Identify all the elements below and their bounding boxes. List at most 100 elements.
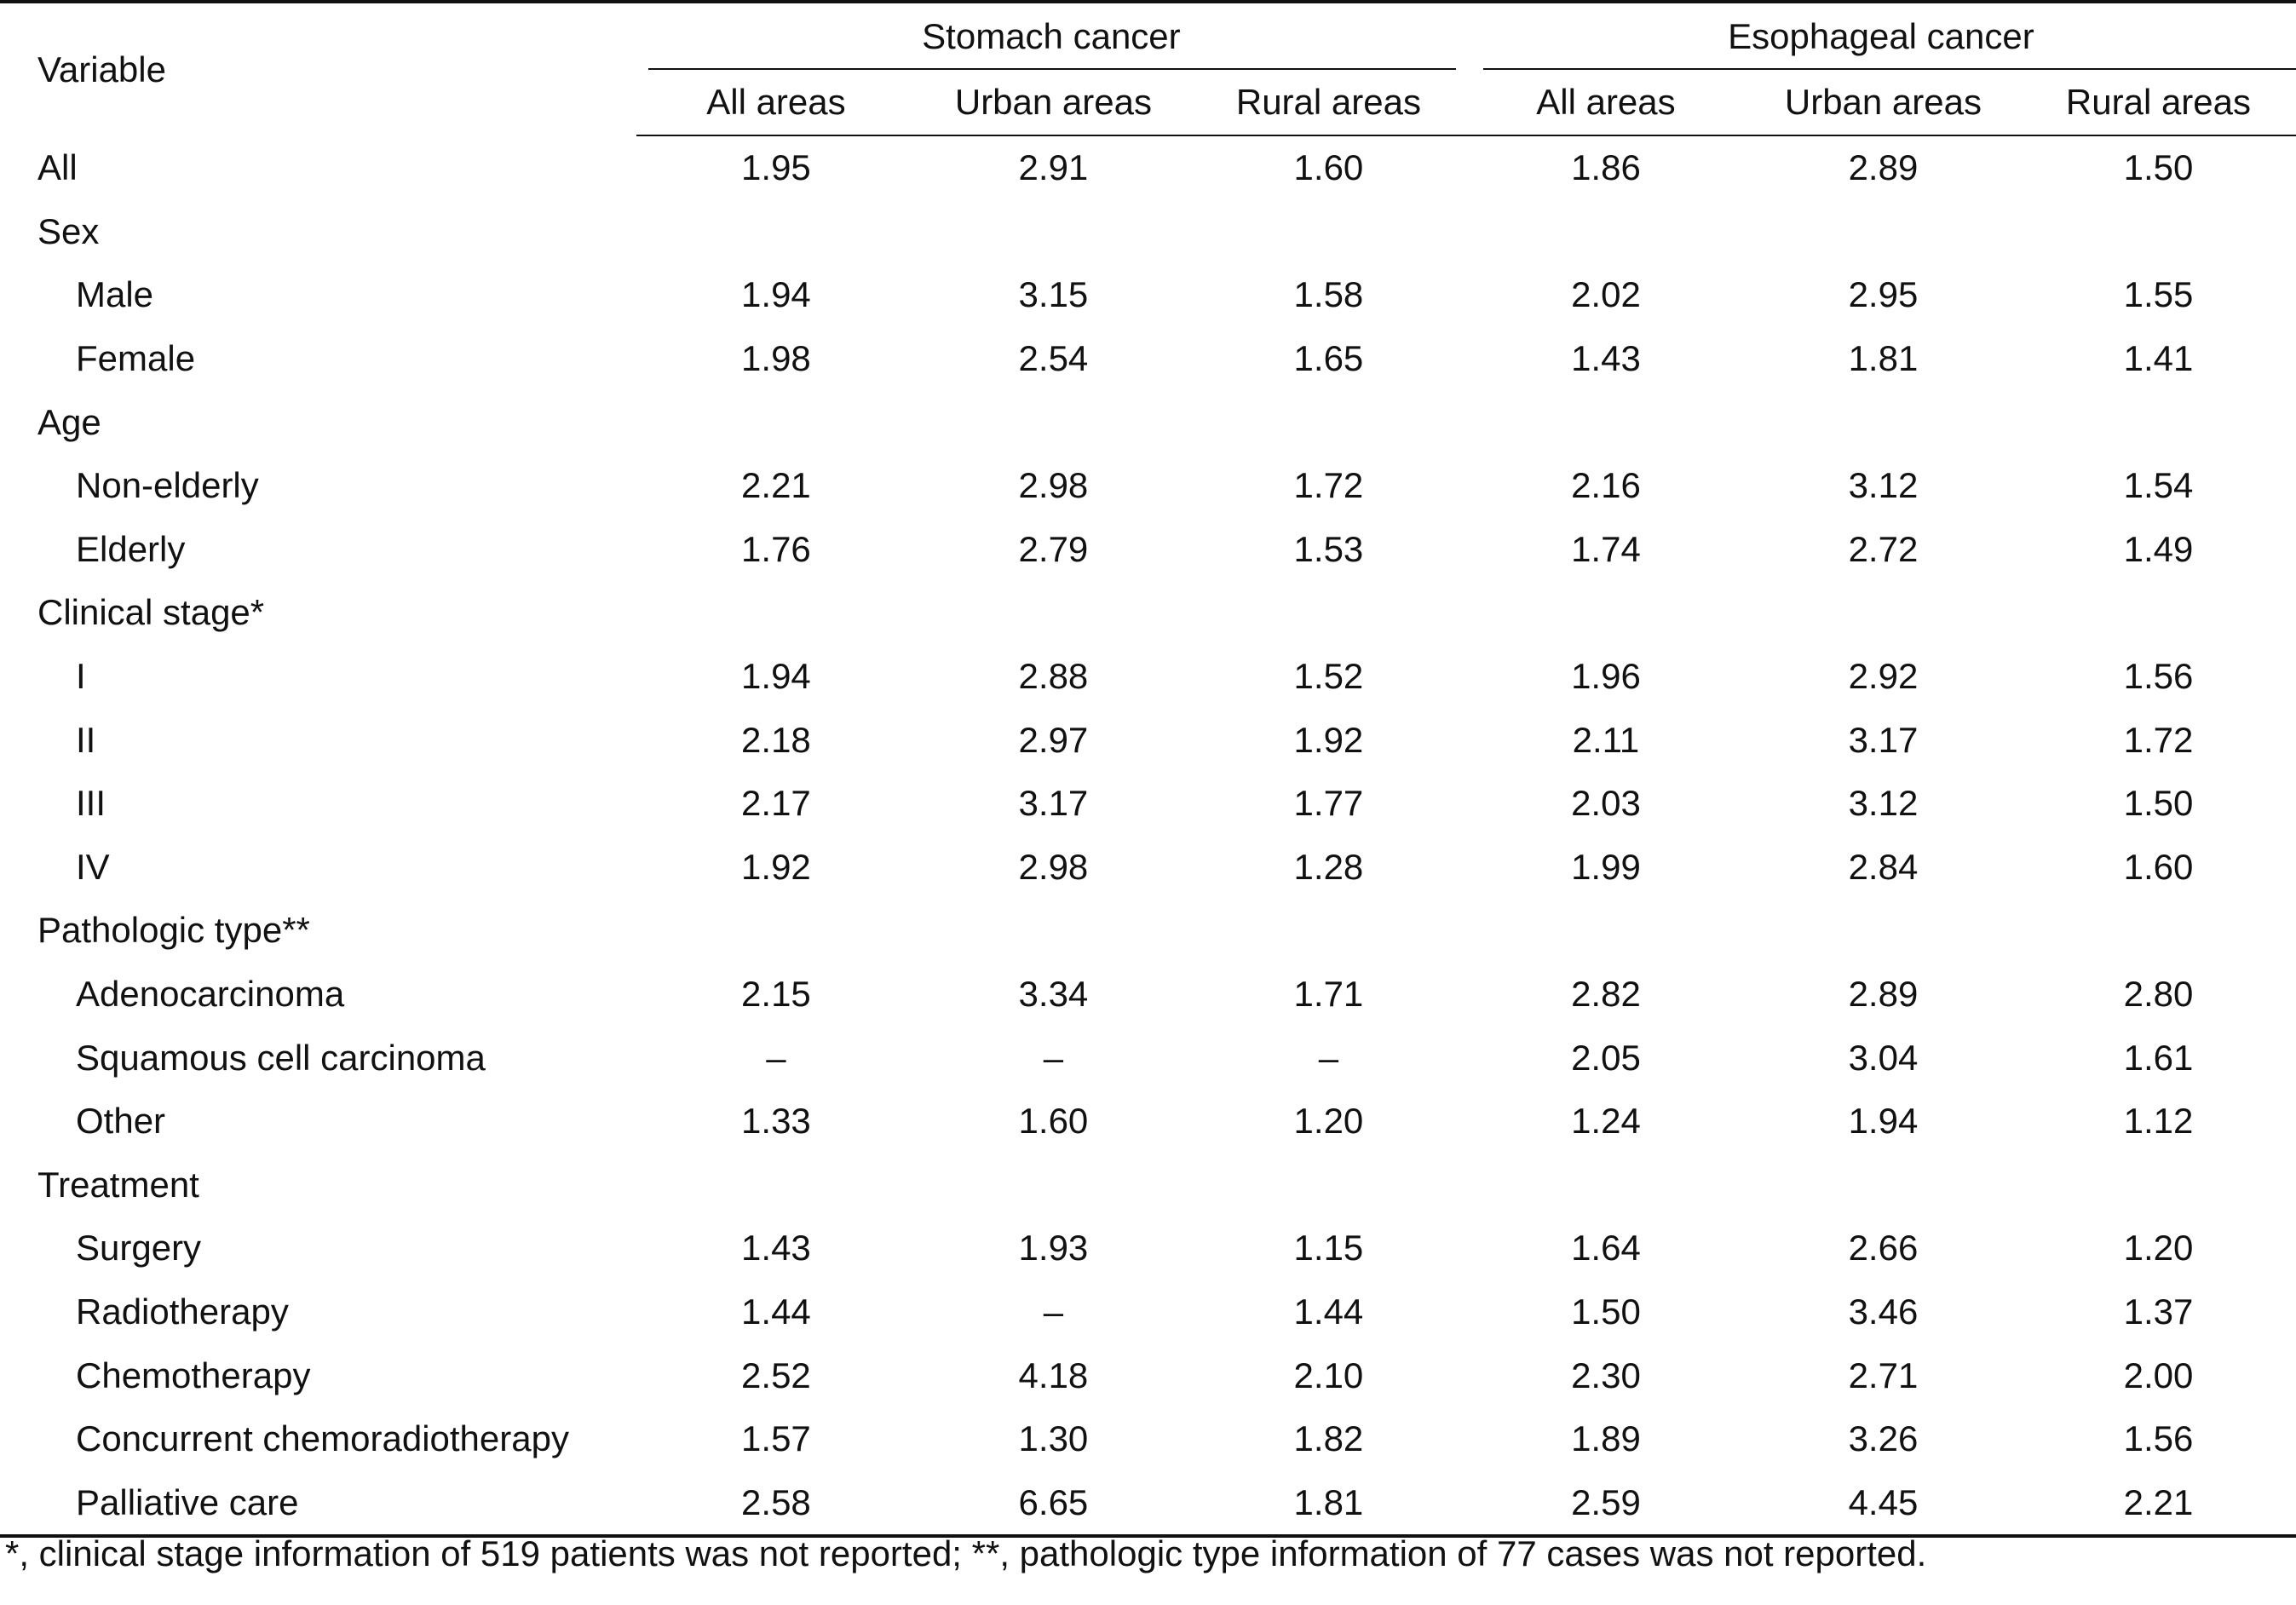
table-row: III 2.17 3.17 1.77 2.03 3.12 1.50 (0, 772, 2296, 836)
table-row: Palliative care 2.58 6.65 1.81 2.59 4.45 2.21 (0, 1470, 2296, 1539)
table-cell (1191, 899, 1466, 963)
table-cell: – (766, 1037, 786, 1078)
table-cell: 1.72 (1293, 465, 1364, 506)
table-cell: 1.44 (1293, 1291, 1364, 1332)
table-cell: 1.71 (1293, 974, 1364, 1015)
table-row: Treatment (0, 1153, 2296, 1217)
table-cell (1466, 899, 1746, 963)
table-cell: 2.89 (1848, 147, 1919, 188)
table-cell: 3.15 (1018, 274, 1089, 315)
table-cell: 2.05 (1571, 1037, 1641, 1078)
table-cell: 1.98 (741, 338, 811, 379)
table-cell: – (1043, 1037, 1064, 1078)
table-cell: 1.50 (2123, 147, 2194, 188)
esophageal-cancer-label: Esophageal cancer (1728, 16, 2034, 56)
table-cell: 4.18 (1018, 1355, 1089, 1395)
table-cell: 3.17 (1848, 719, 1919, 760)
table-cell: 1.30 (1018, 1418, 1089, 1459)
table-cell: 1.77 (1293, 783, 1364, 824)
table-cell: 3.46 (1848, 1291, 1919, 1332)
table-cell: 2.91 (1018, 147, 1089, 188)
table-cell: 1.86 (1571, 147, 1641, 188)
table-cell: 1.53 (1293, 528, 1364, 569)
table-cell: 1.96 (1571, 656, 1641, 697)
table-cell: 2.59 (1465, 1470, 1746, 1539)
table-cell: 1.81 (1848, 338, 1919, 379)
table-cell: 1.37 (2123, 1291, 2194, 1332)
row-label: Other (76, 1101, 166, 1142)
table-cell: 1.82 (1293, 1418, 1364, 1459)
table-cell: 1.94 (741, 274, 811, 315)
table-cell: 1.99 (1571, 846, 1641, 887)
table-cell: 1.49 (2123, 528, 2194, 569)
table-cell: 2.54 (1018, 338, 1089, 379)
table-cell: 2.98 (1018, 465, 1089, 506)
row-label: II (76, 719, 96, 760)
table-cell (1466, 1153, 1746, 1217)
sub-header-stomach-urban: Urban areas (915, 70, 1191, 136)
data-table: Variable Stomach cancer Esophageal cance… (0, 0, 2296, 1539)
row-label: Concurrent chemoradiotherapy (76, 1418, 569, 1459)
sub-header-esophageal-all: All areas (1465, 70, 1746, 136)
table-row: Age (0, 390, 2296, 454)
table-row: IV 1.92 2.98 1.28 1.99 2.84 1.60 (0, 836, 2296, 900)
table-cell: 1.56 (2123, 656, 2194, 697)
variable-header: Variable (0, 0, 636, 135)
row-label: Pathologic type** (37, 910, 310, 951)
table-cell: 2.03 (1571, 783, 1641, 824)
row-label: I (76, 656, 86, 697)
table-cell: 1.92 (1293, 719, 1364, 760)
footnote: *, clinical stage information of 519 pat… (5, 1533, 1927, 1573)
table-cell: 2.02 (1571, 274, 1641, 315)
table-row: II 2.18 2.97 1.92 2.11 3.17 1.72 (0, 708, 2296, 772)
stomach-cancer-header: Stomach cancer (636, 0, 1466, 70)
table-cell (1746, 390, 2021, 454)
table-cell: 1.95 (741, 147, 811, 188)
table-cell: 1.64 (1571, 1228, 1641, 1268)
table-cell: 2.11 (1572, 719, 1640, 760)
table-row: Female 1.98 2.54 1.65 1.43 1.81 1.41 (0, 327, 2296, 391)
sub-header-esophageal-rural: Rural areas (2020, 70, 2296, 136)
stomach-cancer-label: Stomach cancer (922, 16, 1181, 56)
table-cell (636, 200, 916, 264)
table-cell (636, 899, 916, 963)
table-cell: 1.12 (2123, 1101, 2194, 1142)
table-cell (916, 390, 1191, 454)
stomach-group-rule (647, 68, 1456, 70)
table-cell (2021, 581, 2296, 645)
table-row: Pathologic type** (0, 899, 2296, 963)
table-row: Chemotherapy 2.52 4.18 2.10 2.30 2.71 2.00 (0, 1343, 2296, 1407)
table-row: Clinical stage* (0, 581, 2296, 645)
table-cell: 1.93 (1018, 1228, 1089, 1268)
table-row: I 1.94 2.88 1.52 1.96 2.92 1.56 (0, 645, 2296, 709)
table-cell (2021, 899, 2296, 963)
table-cell: 2.84 (1848, 846, 1919, 887)
table-cell: 1.52 (1293, 656, 1364, 697)
table-cell (916, 1153, 1191, 1217)
table-cell: 2.58 (636, 1470, 916, 1539)
table-cell: 1.60 (2123, 846, 2194, 887)
table-cell: 1.74 (1571, 528, 1641, 569)
table-cell: 2.97 (1018, 719, 1089, 760)
table-cell (2021, 390, 2296, 454)
table-cell: 1.33 (741, 1101, 811, 1142)
table-cell: 1.81 (1190, 1470, 1466, 1539)
table-cell (1746, 581, 2021, 645)
table-cell (916, 581, 1191, 645)
esophageal-group-rule (1482, 68, 2296, 70)
table-cell: 1.56 (2123, 1418, 2194, 1459)
table-cell: 2.98 (1018, 846, 1089, 887)
table-cell: 1.15 (1293, 1228, 1364, 1268)
table-cell: 1.41 (2123, 338, 2194, 379)
table-cell (916, 899, 1191, 963)
table-cell (1746, 899, 2021, 963)
table-row: All 1.95 2.91 1.60 1.86 2.89 1.50 (0, 135, 2296, 200)
table-cell: 3.34 (1018, 974, 1089, 1015)
table-row: Concurrent chemoradiotherapy 1.57 1.30 1.82… (0, 1407, 2296, 1471)
table-cell: 1.94 (741, 656, 811, 697)
table-cell: 1.58 (1293, 274, 1364, 315)
table-cell: 1.20 (2123, 1228, 2194, 1268)
table-cell: 3.12 (1848, 783, 1919, 824)
table-cell: 2.30 (1571, 1355, 1641, 1395)
